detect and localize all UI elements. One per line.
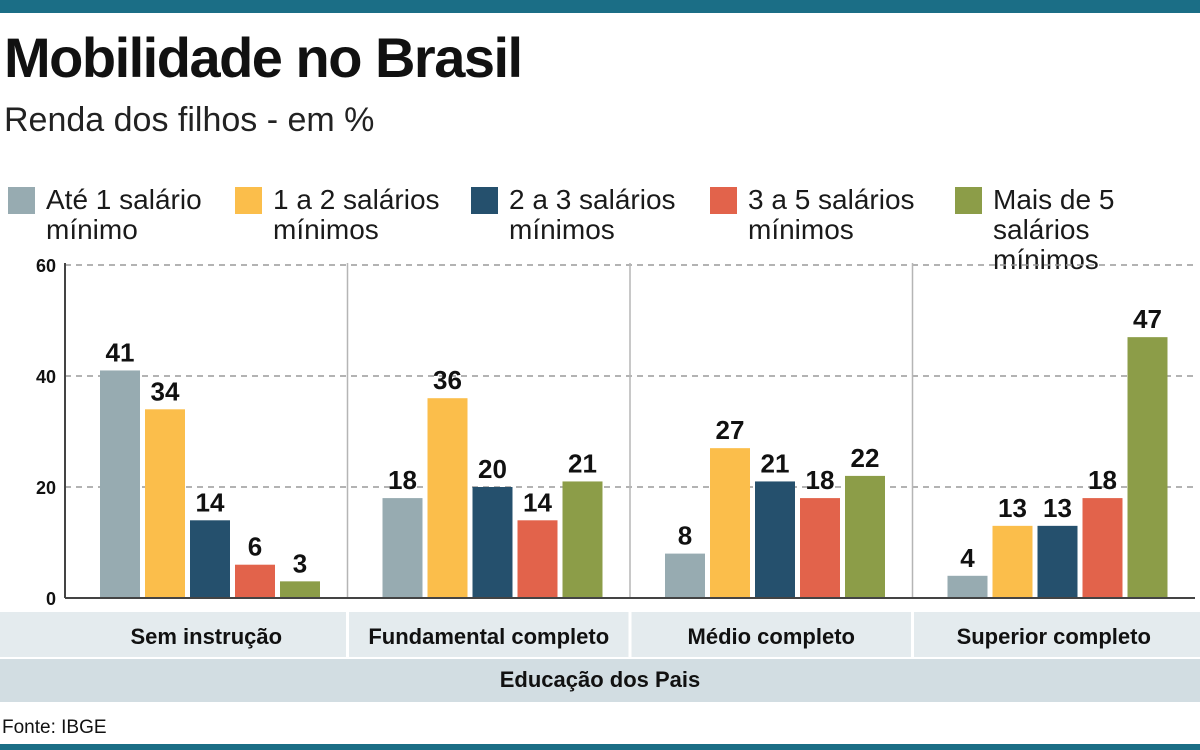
bar [382, 498, 423, 598]
data-label: 20 [478, 454, 507, 484]
data-label: 18 [806, 465, 835, 495]
data-label: 4 [960, 543, 975, 573]
data-label: 21 [568, 448, 597, 478]
bar [845, 475, 885, 598]
x-tick-label: Fundamental completo [368, 624, 609, 649]
legend-label: Mais de 5 salários mínimos [993, 184, 1115, 275]
bar [517, 520, 558, 598]
y-tick-label: 40 [36, 367, 56, 387]
data-label: 14 [196, 487, 225, 517]
axis-title-band [0, 659, 1200, 702]
y-tick-label: 20 [36, 478, 56, 498]
data-label: 13 [1043, 493, 1072, 523]
bar [1127, 337, 1168, 598]
bar [472, 487, 513, 598]
bar [800, 498, 840, 598]
legend-label: 3 a 5 salários mínimos [748, 184, 915, 245]
data-label: 6 [248, 532, 262, 562]
top-rule [0, 0, 1200, 13]
data-label: 14 [523, 487, 552, 517]
bar [1037, 525, 1078, 598]
x-tick-label: Médio completo [688, 624, 855, 649]
category-band [0, 612, 1200, 657]
data-label: 18 [1088, 465, 1117, 495]
bar [755, 481, 795, 598]
data-label: 21 [761, 448, 790, 478]
legend-swatch [235, 187, 262, 214]
bar [665, 553, 705, 598]
y-tick-label: 60 [36, 256, 56, 276]
data-label: 27 [716, 415, 745, 445]
chart-subtitle: Renda dos filhos - em % [4, 101, 375, 139]
bottom-rule [0, 744, 1200, 750]
data-label: 8 [678, 521, 692, 551]
chart-title: Mobilidade no Brasil [4, 26, 523, 89]
data-label: 36 [433, 365, 462, 395]
legend-swatch [955, 187, 982, 214]
data-label: 13 [998, 493, 1027, 523]
legend-label: 1 a 2 salários mínimos [273, 184, 440, 245]
bar [710, 448, 750, 598]
legend-label: Até 1 salário mínimo [46, 184, 202, 245]
bar [235, 564, 275, 598]
bar [1082, 498, 1123, 598]
bar [280, 581, 320, 598]
legend-label: 2 a 3 salários mínimos [509, 184, 676, 245]
data-label: 41 [106, 337, 135, 367]
legend-swatch [710, 187, 737, 214]
bar [427, 398, 468, 598]
data-label: 18 [388, 465, 417, 495]
bar [562, 481, 603, 598]
y-tick-label: 0 [46, 589, 56, 609]
x-tick-label: Sem instrução [130, 624, 282, 649]
data-label: 3 [293, 548, 307, 578]
x-axis-title: Educação dos Pais [500, 667, 701, 692]
x-tick-label: Superior completo [957, 624, 1151, 649]
data-label: 22 [851, 443, 880, 473]
bar [947, 575, 988, 598]
legend-swatch [8, 187, 35, 214]
data-label: 47 [1133, 304, 1162, 334]
source-note: Fonte: IBGE [2, 717, 107, 738]
bar [992, 525, 1033, 598]
bar [145, 409, 185, 598]
bar [190, 520, 230, 598]
bar [100, 370, 140, 598]
data-label: 34 [151, 376, 180, 406]
legend-swatch [471, 187, 498, 214]
